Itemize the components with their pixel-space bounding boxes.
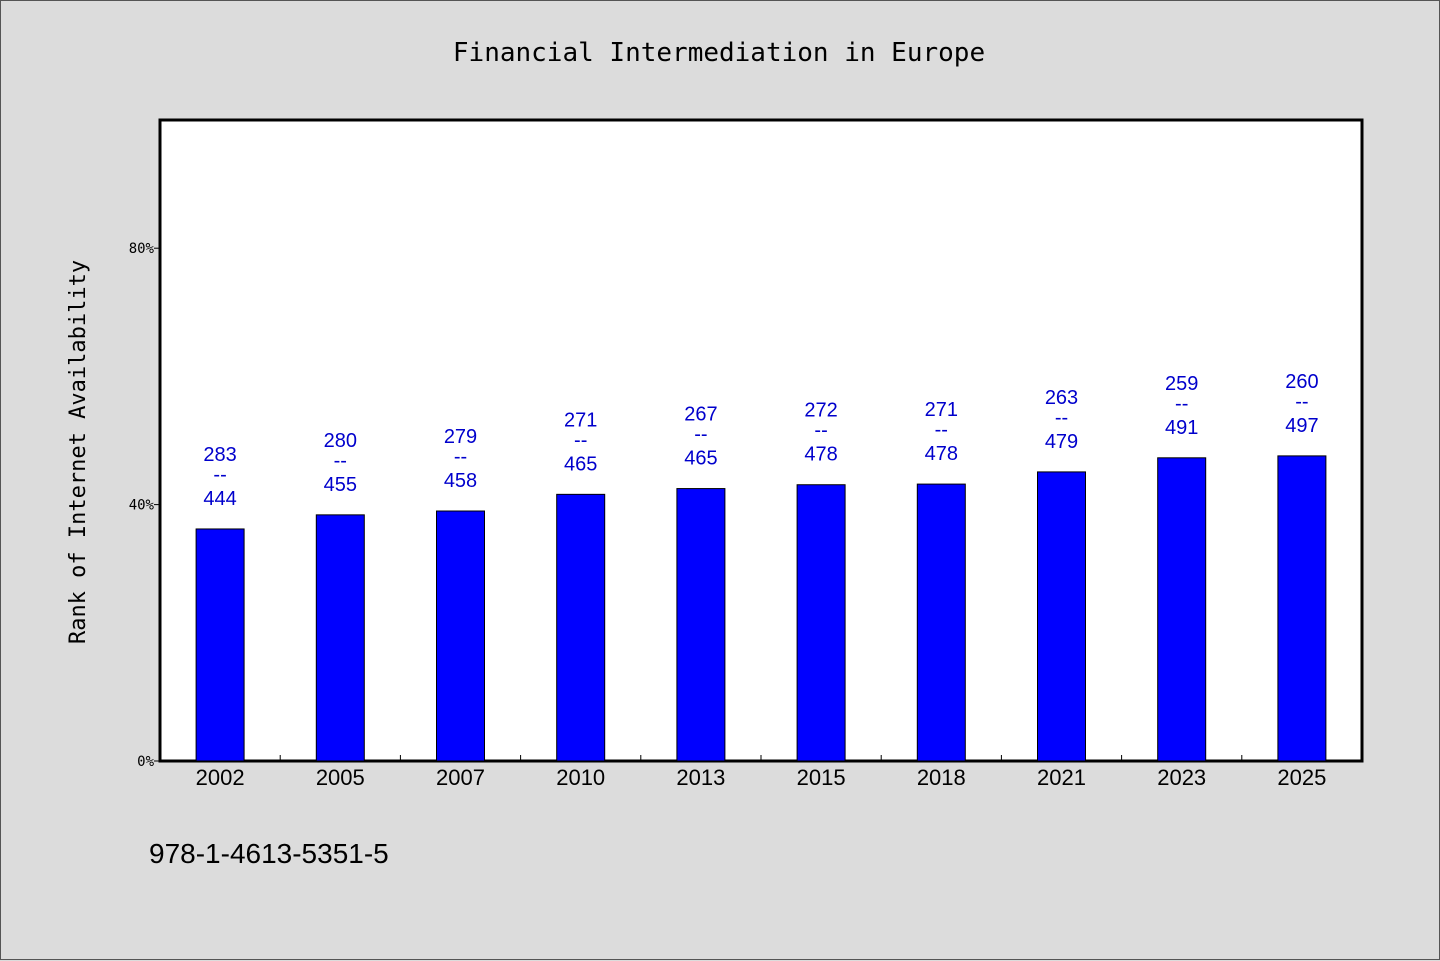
y-axis-ticks: 0% 40% 80% bbox=[129, 241, 160, 770]
data-label-bottom: 478 bbox=[925, 443, 958, 465]
data-label-separator: -- bbox=[454, 446, 467, 468]
data-label-separator: -- bbox=[814, 420, 827, 442]
data-label-bottom: 455 bbox=[324, 474, 357, 496]
x-tick-label: 2013 bbox=[676, 765, 725, 790]
bar bbox=[1037, 471, 1086, 762]
data-label-separator: -- bbox=[694, 424, 707, 446]
bar bbox=[676, 488, 726, 762]
x-tick-label: 2025 bbox=[1277, 765, 1326, 790]
x-tick-label: 2007 bbox=[436, 765, 485, 790]
data-label-top: 283 bbox=[203, 444, 236, 466]
data-label-bottom: 444 bbox=[203, 488, 236, 510]
x-tick-label: 2018 bbox=[917, 765, 966, 790]
x-tick-label: 2002 bbox=[196, 765, 245, 790]
data-label-top: 260 bbox=[1285, 371, 1318, 393]
footer-isbn: 978-1-4613-5351-5 bbox=[149, 838, 389, 869]
data-label-bottom: 479 bbox=[1045, 431, 1078, 453]
data-labels-group: 283--444280--455279--458271--465267--465… bbox=[203, 371, 1318, 510]
data-label-bottom: 497 bbox=[1285, 415, 1318, 437]
data-label-separator: -- bbox=[935, 419, 948, 441]
bar bbox=[436, 510, 485, 762]
data-label-top: 271 bbox=[564, 409, 597, 431]
data-label-separator: -- bbox=[1295, 391, 1308, 413]
x-tick-label: 2010 bbox=[556, 765, 605, 790]
x-axis-ticks: 2002 2005 2007 2010 2013 2015 2018 2021 2023 2025 bbox=[196, 755, 1326, 790]
bar bbox=[195, 528, 245, 762]
y-tick-label: 40% bbox=[129, 498, 155, 514]
data-label-top: 279 bbox=[444, 426, 477, 448]
x-tick-label: 2021 bbox=[1037, 765, 1086, 790]
bar bbox=[1157, 457, 1207, 762]
data-label-bottom: 465 bbox=[684, 448, 717, 470]
bar bbox=[796, 484, 846, 762]
data-label-bottom: 458 bbox=[444, 470, 477, 492]
data-label-top: 272 bbox=[804, 400, 837, 422]
data-label-separator: -- bbox=[334, 450, 347, 472]
y-axis-label: Rank of Internet Availability bbox=[66, 260, 91, 644]
data-label-bottom: 491 bbox=[1165, 417, 1198, 439]
data-label-separator: -- bbox=[213, 464, 226, 486]
y-tick-label: 0% bbox=[137, 754, 154, 770]
data-label-separator: -- bbox=[1175, 393, 1188, 415]
data-label-bottom: 478 bbox=[804, 444, 837, 466]
data-label-top: 259 bbox=[1165, 373, 1198, 395]
chart-title: Financial Intermediation in Europe bbox=[453, 38, 985, 68]
bar bbox=[315, 514, 365, 762]
data-label-bottom: 465 bbox=[564, 453, 597, 475]
data-label-separator: -- bbox=[1055, 407, 1068, 429]
bar bbox=[1277, 455, 1327, 762]
y-tick-label: 80% bbox=[129, 241, 155, 257]
bar bbox=[556, 493, 606, 762]
bar bbox=[916, 483, 966, 762]
x-tick-label: 2015 bbox=[797, 765, 846, 790]
data-label-top: 271 bbox=[925, 399, 958, 421]
data-label-separator: -- bbox=[574, 429, 587, 451]
x-tick-label: 2023 bbox=[1157, 765, 1206, 790]
x-tick-label: 2005 bbox=[316, 765, 365, 790]
data-label-top: 280 bbox=[324, 430, 357, 452]
bars-group bbox=[195, 455, 1327, 762]
data-label-top: 267 bbox=[684, 404, 717, 426]
data-label-top: 263 bbox=[1045, 387, 1078, 409]
